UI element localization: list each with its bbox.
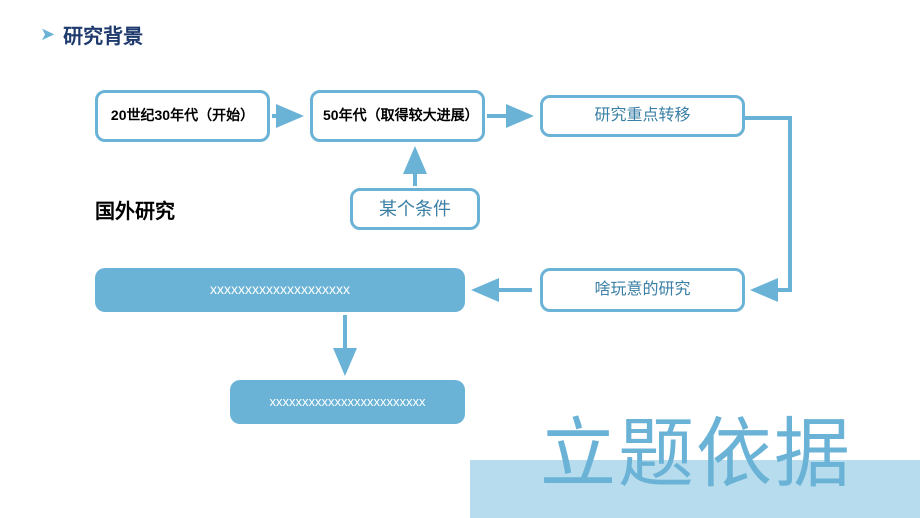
flow-node-something-research: 啥玩意的研究 [540, 268, 745, 312]
flow-node-focus-shift: 研究重点转移 [540, 95, 745, 137]
flow-node-placeholder-2: xxxxxxxxxxxxxxxxxxxxxxxx [230, 380, 465, 424]
flow-node-condition: 某个条件 [350, 188, 480, 230]
side-label: 国外研究 [95, 195, 175, 224]
flow-node-1930s: 20世纪30年代（开始） [95, 90, 270, 142]
flow-node-placeholder-1: xxxxxxxxxxxxxxxxxxxx [95, 268, 465, 312]
page-title: 研究背景 [63, 20, 143, 49]
section-big-title: 立题依据 [540, 392, 852, 502]
header-arrow-icon: ➤ [40, 24, 55, 45]
flow-node-1950s: 50年代（取得较大进展） [310, 90, 485, 142]
